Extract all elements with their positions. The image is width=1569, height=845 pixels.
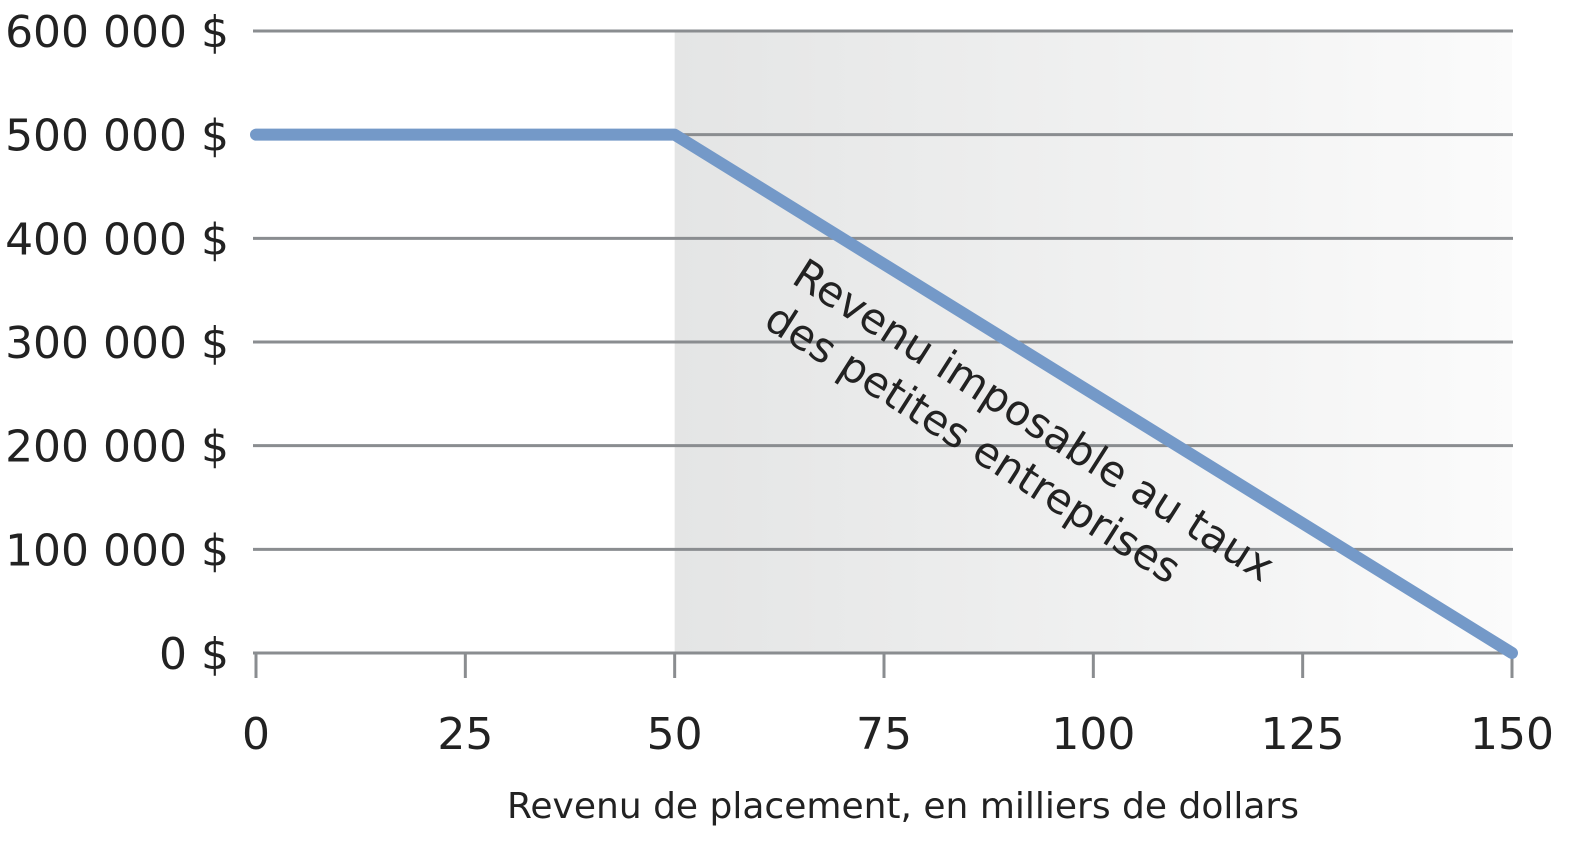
x-tick-label: 100 (1051, 709, 1135, 760)
x-tick-label: 150 (1470, 709, 1554, 760)
y-tick-label: 0 $ (159, 629, 229, 680)
x-tick-label: 25 (437, 709, 493, 760)
y-tick-label: 400 000 $ (5, 214, 229, 265)
y-tick-label: 100 000 $ (5, 525, 229, 576)
gridlines (253, 29, 1513, 551)
x-tick-label: 50 (647, 709, 703, 760)
y-axis-ticks: 0 $ 100 000 $ 200 000 $ 300 000 $ 400 000 $ 5… (5, 7, 229, 680)
x-tick-label: 75 (856, 709, 912, 760)
x-axis-label: Revenu de placement, en milliers de doll… (507, 786, 1299, 827)
y-tick-label: 500 000 $ (5, 111, 229, 162)
x-axis: 0 25 50 75 100 125 150 (242, 651, 1554, 760)
y-tick-label: 200 000 $ (5, 422, 229, 473)
y-tick-label: 300 000 $ (5, 318, 229, 369)
y-tick-label: 600 000 $ (5, 7, 229, 58)
x-tick-label: 0 (242, 709, 270, 760)
series (250, 128, 1518, 659)
series-line (250, 128, 1518, 659)
x-tick-label: 125 (1261, 709, 1345, 760)
